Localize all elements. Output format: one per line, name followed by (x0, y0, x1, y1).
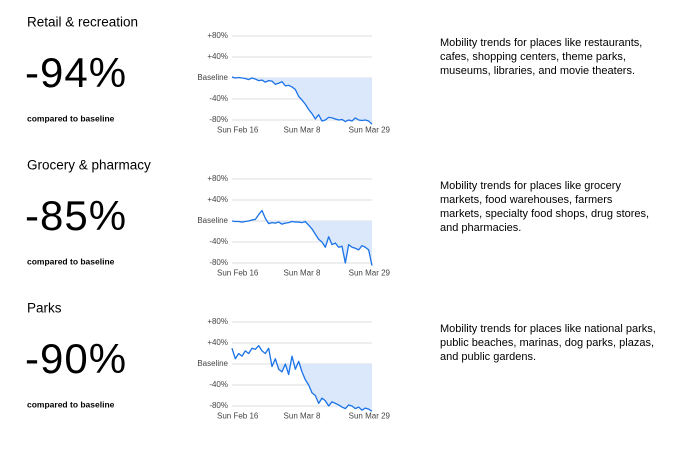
panel: Retail & recreation -94% compared to basel… (25, 15, 642, 135)
y-tick-label: -40% (209, 237, 228, 246)
x-tick-label: Sun Feb 16 (217, 125, 259, 134)
y-tick-label: +80% (207, 174, 228, 183)
panel-title: Parks (27, 301, 62, 316)
line (231, 76, 373, 125)
x-tick-label: Sun Mar 8 (284, 125, 321, 134)
subtitle: compared to baseline (27, 399, 115, 409)
panel: Grocery & pharmacy -85% compared to baseli… (25, 158, 649, 278)
description: Mobility trends for places like restaura… (440, 37, 642, 49)
x-tick-label: Sun Mar 8 (284, 268, 321, 277)
y-tick-label: +80% (207, 31, 228, 40)
description: museums, libraries, and movie theaters. (440, 65, 635, 77)
panel: Parks -90% compared to baseline Mobility tr… (25, 301, 656, 421)
area (232, 78, 372, 125)
panel-title: Retail & recreation (27, 15, 138, 30)
headline: -94% (25, 49, 127, 96)
subtitle: compared to baseline (27, 113, 115, 123)
x-tick-label: Sun Feb 16 (217, 411, 259, 420)
y-tick-label: -40% (209, 380, 228, 389)
y-tick-label: Baseline (197, 359, 228, 368)
headline: -90% (25, 335, 127, 382)
y-tick-label: +80% (207, 317, 228, 326)
y-tick-label: -40% (209, 94, 228, 103)
panel-title: Grocery & pharmacy (27, 158, 151, 173)
description: public beaches, marinas, dog parks, plaz… (440, 337, 654, 349)
description: Mobility trends for places like grocery (440, 180, 621, 192)
headline: -85% (25, 192, 127, 239)
line (231, 344, 373, 412)
description: markets, food warehouses, farmers (440, 194, 613, 206)
area (232, 364, 372, 412)
y-tick-label: Baseline (197, 216, 228, 225)
y-tick-label: -80% (209, 115, 228, 124)
x-tick-label: Sun Mar 29 (349, 411, 391, 420)
y-tick-label: +40% (207, 338, 228, 347)
description: and pharmacies. (440, 222, 521, 234)
description: markets, specialty food shops, drug stor… (440, 208, 649, 220)
subtitle: compared to baseline (27, 256, 115, 266)
line (231, 209, 373, 266)
x-tick-label: Sun Mar 29 (349, 125, 391, 134)
description: cafes, shopping centers, theme parks, (440, 51, 626, 63)
y-tick-label: -80% (209, 401, 228, 410)
y-tick-label: +40% (207, 195, 228, 204)
description: and public gardens. (440, 351, 536, 363)
y-tick-label: -80% (209, 258, 228, 267)
y-tick-label: Baseline (197, 73, 228, 82)
x-tick-label: Sun Feb 16 (217, 268, 259, 277)
y-tick-label: +40% (207, 52, 228, 61)
x-tick-label: Sun Mar 8 (284, 411, 321, 420)
description: Mobility trends for places like national… (440, 323, 656, 335)
area (232, 221, 372, 266)
x-tick-label: Sun Mar 29 (349, 268, 391, 277)
